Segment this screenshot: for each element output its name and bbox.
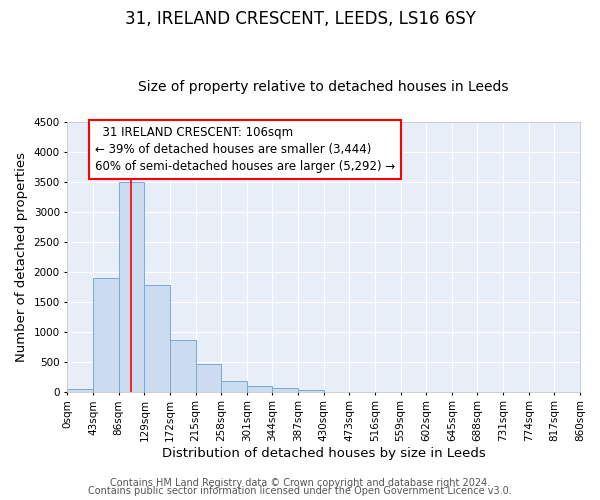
Bar xyxy=(247,386,272,392)
Bar xyxy=(93,278,119,392)
Bar xyxy=(196,364,221,392)
Text: Contains public sector information licensed under the Open Government Licence v3: Contains public sector information licen… xyxy=(88,486,512,496)
Text: 31 IRELAND CRESCENT: 106sqm
← 39% of detached houses are smaller (3,444)
60% of : 31 IRELAND CRESCENT: 106sqm ← 39% of det… xyxy=(95,126,395,173)
Bar xyxy=(119,182,145,392)
Text: 31, IRELAND CRESCENT, LEEDS, LS16 6SY: 31, IRELAND CRESCENT, LEEDS, LS16 6SY xyxy=(125,10,475,28)
Bar xyxy=(145,285,170,392)
Y-axis label: Number of detached properties: Number of detached properties xyxy=(15,152,28,362)
Text: Contains HM Land Registry data © Crown copyright and database right 2024.: Contains HM Land Registry data © Crown c… xyxy=(110,478,490,488)
Bar xyxy=(67,388,93,392)
Bar xyxy=(170,340,196,392)
X-axis label: Distribution of detached houses by size in Leeds: Distribution of detached houses by size … xyxy=(162,447,485,460)
Bar xyxy=(221,380,247,392)
Title: Size of property relative to detached houses in Leeds: Size of property relative to detached ho… xyxy=(139,80,509,94)
Bar xyxy=(298,390,324,392)
Bar xyxy=(272,388,298,392)
